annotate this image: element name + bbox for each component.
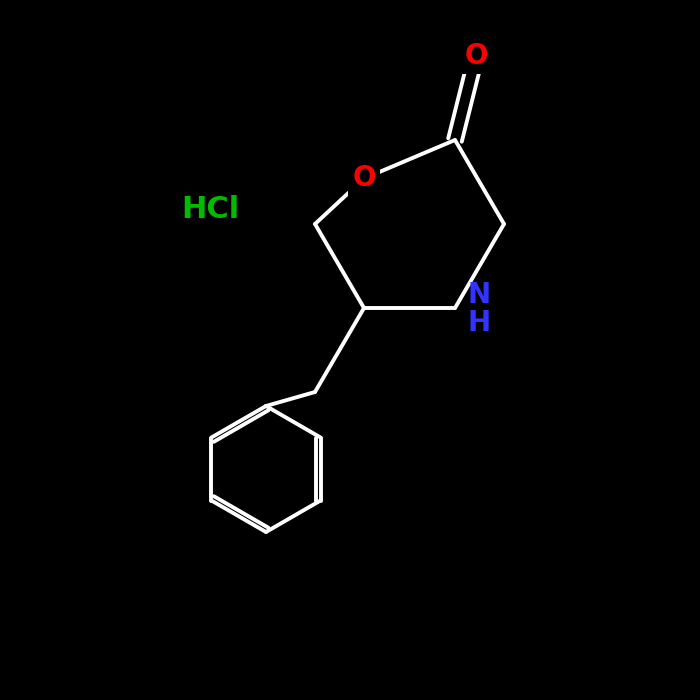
Text: HCl: HCl (181, 195, 239, 225)
Text: H: H (468, 309, 491, 337)
Text: O: O (352, 164, 376, 193)
Text: N: N (468, 281, 491, 309)
Text: O: O (464, 42, 488, 70)
